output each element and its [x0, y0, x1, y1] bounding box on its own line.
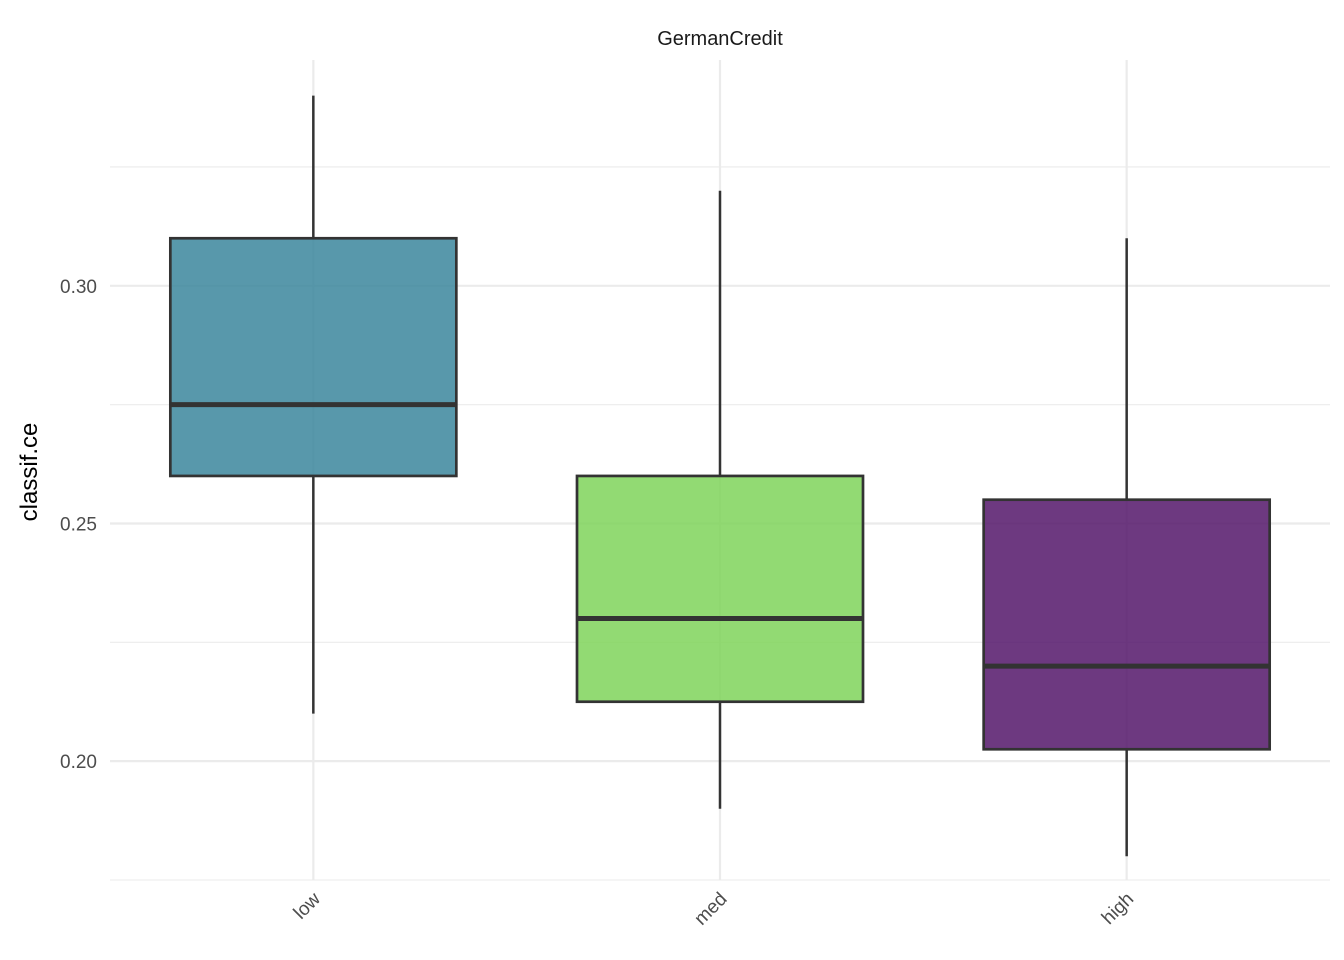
y-axis-ticks: 0.20 0.25 0.30: [60, 277, 97, 773]
box-med: [575, 190, 865, 809]
box-series: [168, 95, 1272, 857]
box-body: [575, 474, 865, 704]
x-axis-ticks: low med high: [290, 888, 1138, 929]
x-tick-label-low: low: [290, 888, 325, 923]
x-tick-label-high: high: [1098, 889, 1138, 929]
y-tick-label: 0.25: [60, 514, 97, 535]
y-tick-label: 0.20: [60, 752, 97, 773]
box-body: [168, 236, 458, 478]
facet-title: GermanCredit: [657, 28, 783, 50]
box-body: [982, 498, 1272, 751]
x-tick-label-med: med: [691, 889, 732, 930]
y-axis-title: classif.ce: [16, 423, 43, 522]
box-low: [168, 95, 458, 714]
box-high: [982, 238, 1272, 857]
y-tick-label: 0.30: [60, 277, 97, 298]
